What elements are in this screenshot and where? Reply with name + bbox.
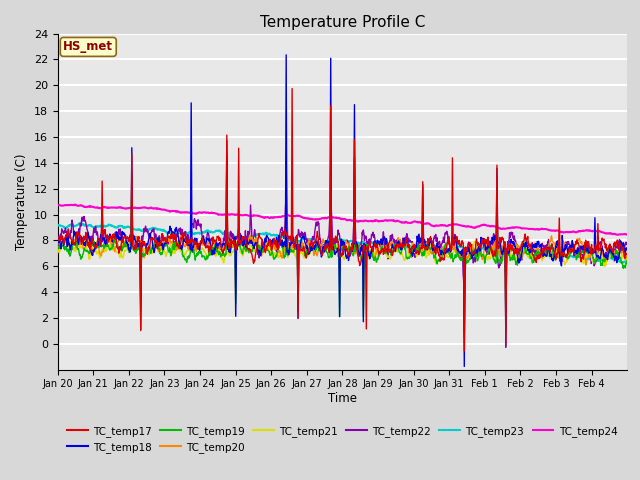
TC_temp17: [143, 249, 150, 254]
TC_temp20: [617, 247, 625, 252]
TC_temp24: [72, 202, 79, 207]
TC_temp18: [282, 52, 290, 58]
TC_temp18: [477, 237, 485, 242]
X-axis label: Time: Time: [328, 392, 357, 405]
TC_temp23: [623, 258, 631, 264]
Line: TC_temp21: TC_temp21: [58, 161, 627, 322]
TC_temp20: [317, 241, 324, 247]
TC_temp19: [477, 253, 485, 259]
TC_temp19: [460, 335, 468, 340]
Line: TC_temp18: TC_temp18: [58, 55, 627, 366]
TC_temp17: [623, 252, 631, 258]
TC_temp23: [561, 253, 568, 259]
TC_temp20: [327, 145, 335, 151]
TC_temp22: [143, 228, 150, 234]
TC_temp19: [328, 254, 335, 260]
TC_temp18: [54, 240, 61, 246]
TC_temp21: [54, 247, 61, 253]
TC_temp22: [317, 241, 325, 247]
TC_temp22: [477, 240, 485, 245]
TC_temp22: [282, 190, 290, 195]
TC_temp17: [328, 245, 335, 251]
TC_temp18: [617, 244, 625, 250]
TC_temp24: [617, 231, 625, 237]
TC_temp22: [623, 241, 631, 247]
TC_temp19: [623, 258, 631, 264]
TC_temp22: [54, 235, 61, 241]
TC_temp24: [477, 223, 485, 228]
Title: Temperature Profile C: Temperature Profile C: [260, 15, 425, 30]
TC_temp22: [328, 217, 335, 223]
Y-axis label: Temperature (C): Temperature (C): [15, 153, 28, 250]
TC_temp22: [617, 238, 625, 243]
TC_temp23: [143, 227, 151, 233]
TC_temp20: [477, 254, 485, 260]
Line: TC_temp17: TC_temp17: [58, 88, 627, 351]
TC_temp18: [317, 251, 325, 257]
TC_temp24: [623, 232, 631, 238]
TC_temp21: [317, 248, 325, 253]
TC_temp23: [618, 260, 626, 265]
TC_temp23: [616, 259, 624, 264]
TC_temp17: [477, 242, 485, 248]
TC_temp21: [143, 248, 150, 254]
Line: TC_temp24: TC_temp24: [58, 204, 627, 235]
Legend: TC_temp17, TC_temp18, TC_temp19, TC_temp20, TC_temp21, TC_temp22, TC_temp23, TC_: TC_temp17, TC_temp18, TC_temp19, TC_temp…: [63, 422, 621, 457]
Line: TC_temp23: TC_temp23: [58, 223, 627, 263]
TC_temp18: [623, 247, 631, 253]
TC_temp23: [54, 222, 61, 228]
TC_temp23: [328, 237, 335, 243]
TC_temp24: [143, 205, 151, 211]
TC_temp19: [317, 248, 325, 253]
TC_temp23: [77, 220, 84, 226]
TC_temp19: [223, 153, 230, 159]
TC_temp21: [477, 250, 485, 255]
TC_temp21: [328, 245, 335, 251]
TC_temp20: [623, 254, 631, 260]
TC_temp21: [460, 319, 468, 324]
TC_temp21: [282, 158, 290, 164]
TC_temp23: [477, 246, 485, 252]
TC_temp24: [561, 229, 568, 235]
TC_temp20: [561, 241, 569, 247]
TC_temp17: [460, 348, 468, 354]
TC_temp17: [617, 242, 625, 248]
TC_temp20: [143, 250, 150, 255]
TC_temp18: [561, 247, 569, 253]
TC_temp17: [54, 237, 61, 242]
TC_temp19: [617, 255, 625, 261]
Text: HS_met: HS_met: [63, 40, 113, 53]
TC_temp21: [617, 255, 625, 261]
TC_temp18: [460, 363, 468, 369]
TC_temp24: [54, 203, 61, 208]
Line: TC_temp19: TC_temp19: [58, 156, 627, 337]
TC_temp20: [328, 245, 335, 251]
TC_temp24: [614, 232, 622, 238]
TC_temp17: [288, 85, 296, 91]
TC_temp19: [561, 253, 569, 259]
TC_temp19: [143, 247, 150, 252]
TC_temp22: [561, 244, 569, 250]
TC_temp24: [317, 216, 325, 221]
Line: TC_temp20: TC_temp20: [58, 148, 627, 331]
TC_temp23: [317, 240, 325, 245]
TC_temp20: [460, 328, 468, 334]
TC_temp24: [328, 215, 335, 220]
TC_temp17: [561, 252, 569, 257]
TC_temp22: [460, 293, 468, 299]
TC_temp18: [143, 242, 150, 248]
TC_temp21: [561, 262, 569, 267]
TC_temp17: [317, 250, 325, 256]
TC_temp20: [54, 244, 61, 250]
TC_temp21: [623, 257, 631, 263]
TC_temp18: [328, 241, 335, 247]
TC_temp19: [54, 244, 61, 250]
Line: TC_temp22: TC_temp22: [58, 192, 627, 296]
